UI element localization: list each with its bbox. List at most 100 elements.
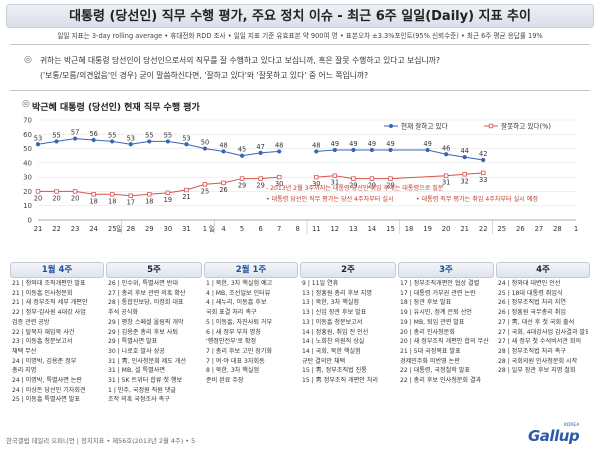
data-label: 18 xyxy=(89,197,97,205)
event-item: 28 | 정부조직법 처리 촉구 xyxy=(498,347,567,355)
data-point xyxy=(54,139,59,144)
x-unit-label: 일 xyxy=(209,224,215,233)
event-item: 규탄 결의안 채택 xyxy=(302,357,346,365)
data-label: 49 xyxy=(331,140,339,148)
data-label: 30 xyxy=(312,180,320,188)
event-item: 검증 관련 공방 xyxy=(12,318,50,326)
data-label: 18 xyxy=(145,197,153,205)
question-line-1: 귀하는 박근혜 대통령 당선인이 당선인으로서의 직무를 잘 수행하고 있다고 … xyxy=(40,56,440,65)
event-item: 20 | 새 정부조직 개편안 합의 무산 xyxy=(400,338,489,346)
event-item: 국회 표결 처리 촉구 xyxy=(206,309,257,317)
survey-meta: 일일 지표는 3-day rolling average • 휴대전화 RDD … xyxy=(57,32,543,40)
event-item: 9 | 11일 연휴 xyxy=(302,280,339,287)
event-item: 13 | 정홍원 총리 후보 지명 xyxy=(302,289,372,297)
data-label: 19 xyxy=(164,196,172,204)
x-tick-label: 28 xyxy=(126,225,135,233)
data-label: 48 xyxy=(312,141,320,149)
x-tick-label: 30 xyxy=(164,225,173,233)
event-list: 24 | 청와대 대변인 인선 25 | 18대 대통령 취임식 26 | 정부조직… xyxy=(496,278,590,376)
x-tick-label: 15 xyxy=(386,225,395,233)
x-tick-label: 23 xyxy=(71,225,80,233)
week-column: 3주 17 | 정부조직개편안 협상 결렬 17 | 대통령 거부권 관련 논란 18… xyxy=(398,262,494,420)
week-column: 1월 4주 21 | 청와대 조직개편안 발표 21 | 이동흡 인사청문회 21 |… xyxy=(10,262,104,420)
event-item: 13 | 신임 장관 후보 발표 xyxy=(302,309,367,317)
data-point xyxy=(425,147,430,153)
logo-text: Gallup xyxy=(528,427,580,445)
x-tick-label: 20 xyxy=(442,225,451,233)
event-item: 경제민주화 미반영 논란 xyxy=(400,357,460,365)
event-item: 19 | MB, 퇴임 관련 발표 xyxy=(400,318,465,326)
event-item: 21 | 이동흡 인사청문회 xyxy=(12,289,73,297)
x-tick-label: 13 xyxy=(349,225,358,233)
y-tick-label: 40 xyxy=(23,159,32,167)
event-item: 7 | 총리 후보 고민 장기화 xyxy=(206,347,273,355)
series-line xyxy=(38,176,280,197)
data-point xyxy=(258,176,263,181)
series-line xyxy=(316,172,484,180)
event-item: 1 | 북한, 3차 핵실험 예고 xyxy=(206,280,273,287)
data-label: 29 xyxy=(238,182,246,190)
data-point xyxy=(202,146,208,151)
event-item: 22 | 탈북자 재입북 사건 xyxy=(12,328,75,336)
data-point xyxy=(128,142,133,147)
data-point xyxy=(276,174,282,180)
event-list: 17 | 정부조직개편안 협상 결렬 17 | 대통령 거부권 관련 논란 18 |… xyxy=(398,278,494,386)
event-item: 17 | 대통령 거부권 관련 논란 xyxy=(400,289,476,297)
chart-annotation: - 2013년 2월 3주까지는 대통령 당선인 취임 후에는 대통령으로 질문 xyxy=(266,184,444,192)
event-item: 31 | 5K 트위터 합류 첫 행보 xyxy=(108,377,183,385)
data-point xyxy=(110,192,115,197)
data-label: 18 xyxy=(108,197,116,205)
data-point xyxy=(258,150,263,155)
x-tick-label: 4 xyxy=(221,225,225,233)
event-list: 9 | 11일 연휴 13 | 정홍원 총리 후보 지명 13 | 북한, 3차 핵… xyxy=(300,278,396,386)
data-label: 44 xyxy=(460,147,468,155)
legend-label: 현재 잘하고 있다 xyxy=(401,121,448,130)
data-point xyxy=(54,189,59,194)
data-label: 33 xyxy=(479,176,487,184)
data-point xyxy=(388,176,393,181)
data-point xyxy=(332,173,338,178)
event-item: 22 | 정부·감사원 4대강 사업 xyxy=(12,309,86,317)
data-point xyxy=(202,182,208,187)
data-label: 29 xyxy=(349,182,357,190)
event-item: 7 | 여·야 대표 3자회동 xyxy=(206,357,265,365)
x-tick-label: 29 xyxy=(145,225,154,233)
bullet-icon: ◎ xyxy=(24,55,32,65)
x-tick-label: 21 xyxy=(460,225,469,233)
event-item: 20 | 총리 인사청문회 xyxy=(400,328,455,336)
x-tick-label: 18 xyxy=(405,225,414,233)
week-column: 2월 1주 1 | 북한, 3차 핵실험 예고 4 | MB, 조선일보 인터뷰 4 … xyxy=(204,262,298,420)
data-label: 49 xyxy=(368,140,376,148)
report-title: 대통령 (당선인) 직무 수행 평가, 주요 정치 이슈 - 최근 6주 일일(… xyxy=(6,4,594,28)
event-item: 29 | 김용준 총리 후보 사퇴 xyxy=(108,328,178,336)
x-tick-label: 1 xyxy=(574,225,578,233)
data-label: 53 xyxy=(182,134,190,142)
series-line xyxy=(37,138,280,157)
event-item: 28 | 국회의원 인사청문회 시작 xyxy=(498,357,578,365)
y-tick-label: 10 xyxy=(23,202,32,210)
x-tick-label: 14 xyxy=(368,225,377,233)
data-point xyxy=(314,149,319,154)
week-column: 5주 26 | 인수위, 특별사면 반대 27 | 총리 후보 관련 의혹 확산 28… xyxy=(106,262,202,420)
legend-marker xyxy=(389,124,393,128)
week-heading: 2월 1주 xyxy=(204,262,298,278)
event-item: 13 | 북한, 3차 핵실험 xyxy=(302,299,360,307)
data-label: 55 xyxy=(52,131,60,139)
x-tick-label: 8 xyxy=(296,225,300,233)
data-point xyxy=(110,139,115,144)
data-label: 50 xyxy=(201,139,209,147)
data-point xyxy=(332,147,337,153)
data-point xyxy=(184,187,189,193)
event-item: 26 | 정홍원 국무총리 취임 xyxy=(498,309,567,317)
event-item: 조작 의혹 국정조사 촉구 xyxy=(108,396,170,404)
weekly-events-panel: 1월 4주 21 | 청와대 조직개편안 발표 21 | 이동흡 인사청문회 21 |… xyxy=(8,262,592,420)
data-label: 57 xyxy=(71,129,79,137)
event-item: 27 | 총리 후보 관련 의혹 확산 xyxy=(108,289,186,297)
data-point xyxy=(481,157,486,163)
y-tick-label: 20 xyxy=(23,188,32,196)
data-label: 20 xyxy=(34,194,42,202)
event-item: 22 | 대통령, 국정철학 발표 xyxy=(400,367,470,375)
event-item: 4 | MB, 조선일보 인터뷰 xyxy=(206,289,271,297)
data-point xyxy=(73,136,78,141)
